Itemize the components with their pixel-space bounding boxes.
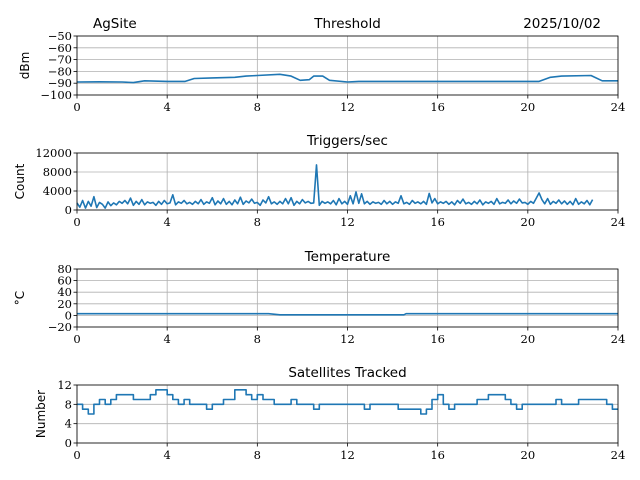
series-line [76, 73, 618, 84]
x-tick-label: 4 [164, 100, 171, 114]
subplot-title: Threshold [313, 16, 381, 32]
y-tick-label: −100 [40, 88, 72, 102]
y-axis-label: dBm [18, 52, 32, 80]
y-tick-label: −20 [48, 320, 72, 334]
x-tick-label: 16 [430, 215, 445, 229]
y-tick-label: 80 [57, 262, 72, 276]
x-tick-label: 0 [73, 448, 80, 462]
y-tick-label: −60 [48, 41, 72, 55]
y-tick-label: 0 [65, 308, 72, 322]
x-tick-label: 12 [340, 332, 355, 346]
x-tick-label: 4 [164, 332, 171, 346]
y-tick-label: 40 [57, 285, 72, 299]
axes-frame [76, 35, 619, 96]
axes-frame [76, 152, 619, 211]
y-tick-label: −90 [48, 76, 72, 90]
y-tick-label: 0 [65, 203, 72, 217]
x-tick-label: 4 [164, 215, 171, 229]
y-axis-label: °C [13, 291, 27, 305]
subplot-4: 0 4 8 12 16 20 24 0 4 8 12 Satellites Tracked Number [34, 365, 625, 462]
y-axis-label: Count [13, 163, 27, 199]
series-line [77, 312, 618, 316]
y-tick-label: 20 [57, 297, 72, 311]
x-tick-label: 8 [254, 100, 261, 114]
x-tick-label: 0 [73, 215, 80, 229]
x-tick-label: 20 [521, 332, 536, 346]
x-tick-label: 12 [340, 215, 355, 229]
subplot-1: 0 4 8 12 16 20 24 −100−90−80−70−60−50 Threshold d… [18, 16, 625, 114]
y-tick-label: 0 [65, 436, 72, 450]
y-tick-label: 60 [57, 274, 72, 288]
y-tick-label: 4000 [43, 184, 72, 198]
x-tick-label: 24 [611, 448, 626, 462]
y-tick-label: −50 [48, 29, 72, 43]
y-tick-label: 12 [57, 378, 72, 392]
y-tick-label: 8000 [43, 165, 72, 179]
date-label: 2025/10/02 [523, 16, 601, 32]
series-line [77, 389, 618, 415]
x-tick-label: 12 [340, 100, 355, 114]
x-tick-label: 8 [254, 332, 261, 346]
x-tick-label: 8 [254, 215, 261, 229]
x-tick-label: 12 [340, 448, 355, 462]
y-tick-label: −80 [48, 64, 72, 78]
axes-frame [76, 384, 619, 444]
axes-frame [76, 268, 619, 328]
x-tick-label: 0 [73, 100, 80, 114]
y-tick-label: 4 [65, 417, 72, 431]
x-tick-label: 20 [521, 448, 536, 462]
subplot-title: Temperature [304, 249, 391, 265]
subplot-title: Triggers/sec [306, 133, 388, 149]
x-tick-label: 20 [521, 100, 536, 114]
series-line [76, 164, 594, 209]
x-tick-label: 16 [430, 100, 445, 114]
x-tick-label: 20 [521, 215, 536, 229]
site-label: AgSite [93, 16, 137, 32]
y-tick-label: 8 [65, 397, 72, 411]
y-axis-label: Number [34, 390, 48, 438]
y-tick-label: 12000 [35, 146, 72, 160]
subplot-2: 0 4 8 12 16 20 24 0 4000 8000 12000 Triggers/sec Cou… [13, 133, 625, 229]
x-tick-label: 4 [164, 448, 171, 462]
x-tick-label: 24 [611, 100, 626, 114]
y-tick-label: −70 [48, 53, 72, 67]
x-tick-label: 8 [254, 448, 261, 462]
x-tick-label: 16 [430, 448, 445, 462]
x-tick-label: 24 [611, 215, 626, 229]
subplot-title: Satellites Tracked [288, 365, 406, 381]
x-tick-label: 16 [430, 332, 445, 346]
x-tick-label: 24 [611, 332, 626, 346]
x-tick-label: 0 [73, 332, 80, 346]
